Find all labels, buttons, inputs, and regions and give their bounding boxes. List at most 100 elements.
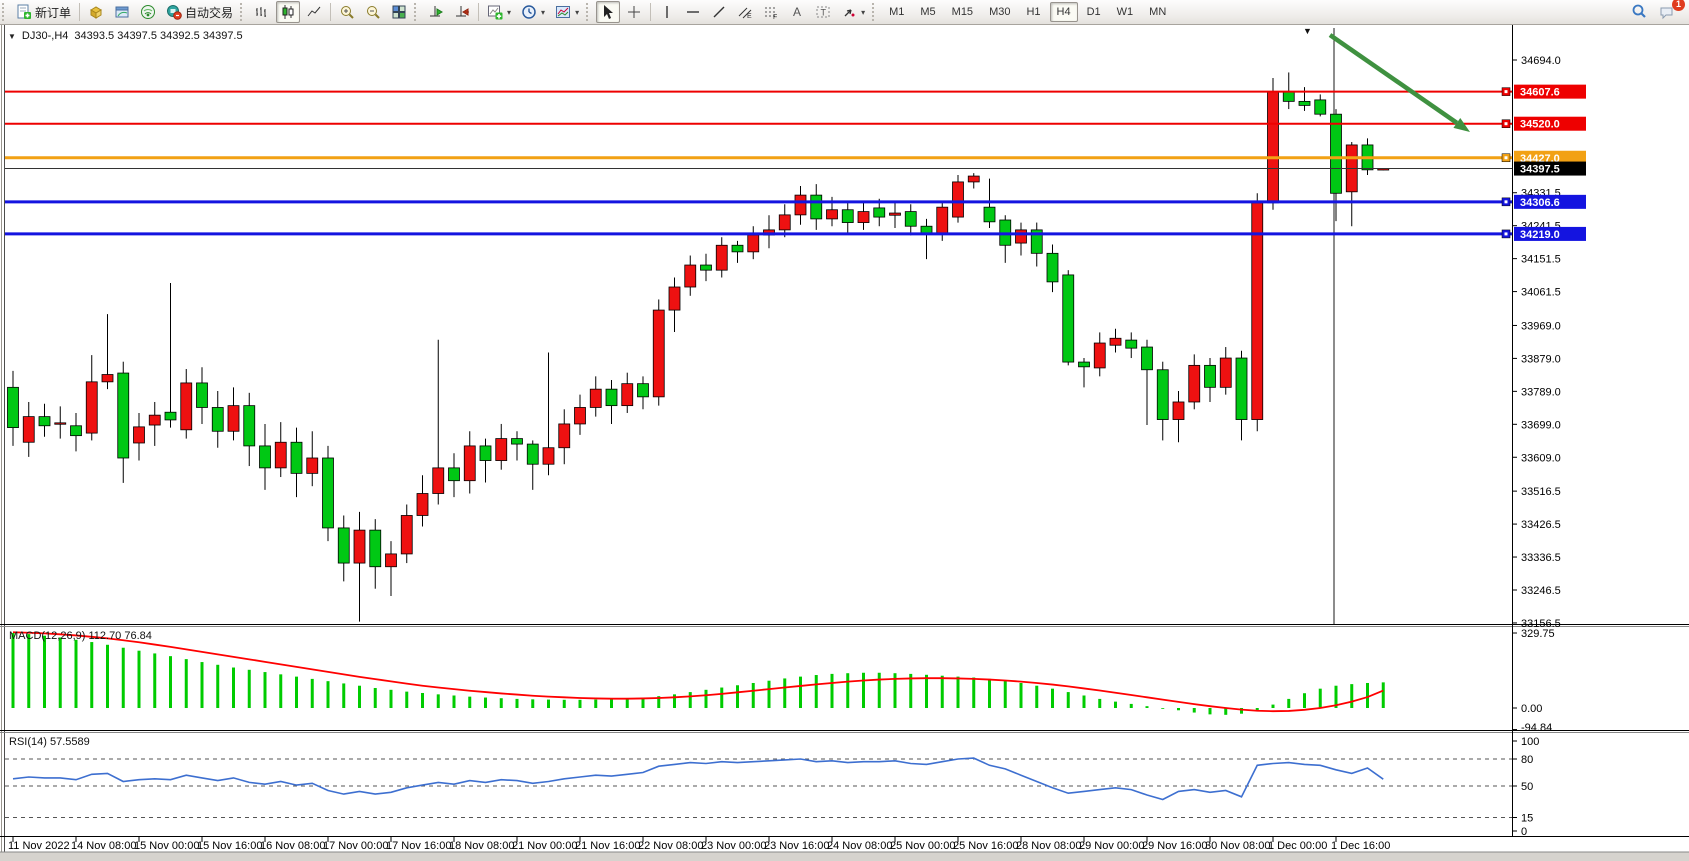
macd-bar — [1255, 708, 1259, 711]
timeframe-M30[interactable]: M30 — [989, 6, 1011, 18]
horizontal-line-tool-button[interactable] — [681, 1, 705, 23]
chart-title: ▼ DJ30-,H4 34393.5 34397.5 34392.5 34397… — [8, 30, 243, 42]
clock-icon — [522, 5, 536, 19]
cursor-tool-button[interactable] — [596, 1, 621, 23]
timeframe-group: M1 M5 M15 M30 H1 H4 D1 W1 MN — [881, 2, 1174, 22]
period-selector-button[interactable]: ▾ — [517, 1, 549, 23]
macd-bar — [405, 691, 409, 708]
timeframe-H1[interactable]: H1 — [1026, 6, 1041, 18]
price-axis-tick-label: 33609.0 — [1521, 452, 1561, 464]
candle — [605, 388, 618, 407]
price-level-handle-dot — [1504, 232, 1508, 236]
market-watch-button[interactable] — [84, 1, 108, 23]
candle — [1188, 364, 1201, 403]
chart-collapse-icon[interactable]: ▼ — [8, 31, 16, 41]
notifications-button[interactable]: 1 — [1654, 0, 1685, 23]
macd-bar — [972, 677, 976, 708]
notification-badge: 1 — [1672, 0, 1685, 11]
candle — [952, 181, 964, 218]
timeframe-M15[interactable]: M15 — [951, 6, 974, 18]
auto-trading-button[interactable]: 自动交易 — [162, 1, 237, 23]
time-axis-label: 25 Nov 00:00 — [890, 840, 955, 852]
scroll-to-end-icon[interactable]: ▼ — [1303, 26, 1312, 36]
crosshair-tool-button[interactable] — [622, 1, 646, 23]
zoom-in-button[interactable] — [335, 1, 359, 23]
macd-bar — [1177, 708, 1180, 711]
channel-tool-button[interactable]: E — [733, 1, 757, 23]
macd-bar — [326, 681, 330, 708]
macd-bar — [1035, 685, 1039, 708]
macd-bar — [704, 689, 708, 708]
candle — [243, 405, 256, 447]
time-axis-label: 15 Nov 00:00 — [134, 840, 199, 852]
macd-bar — [452, 695, 456, 708]
candle — [1015, 229, 1027, 244]
time-axis-label: 28 Nov 08:00 — [1016, 840, 1081, 852]
candlestick-mode-button[interactable] — [276, 1, 301, 23]
candle — [1204, 364, 1216, 388]
macd-bar — [799, 676, 802, 708]
arrows-tool-button[interactable]: ▾ — [837, 1, 869, 23]
fibonacci-tool-button[interactable]: F — [759, 1, 783, 23]
template-button[interactable]: ▾ — [551, 1, 583, 23]
price-level-badge — [1514, 150, 1586, 165]
candle — [290, 441, 303, 474]
time-axis-label: 1 Dec 00:00 — [1268, 840, 1327, 852]
text-label-tool-button[interactable]: T — [811, 1, 835, 23]
macd-bar — [720, 687, 724, 708]
timeframe-MN[interactable]: MN — [1149, 6, 1167, 18]
candle — [1093, 342, 1106, 369]
data-window-button[interactable] — [110, 1, 134, 23]
timeframe-D1[interactable]: D1 — [1086, 6, 1101, 18]
macd-bar — [263, 672, 267, 708]
auto-scroll-button[interactable] — [424, 1, 448, 23]
candle — [400, 515, 413, 555]
macd-bar — [736, 685, 739, 708]
new-order-button[interactable]: 新订单 — [12, 1, 75, 23]
candle — [1030, 229, 1043, 254]
macd-bar — [200, 662, 204, 708]
toolbar-grip[interactable] — [2, 3, 9, 21]
search-button[interactable] — [1626, 1, 1652, 23]
macd-bar — [641, 697, 645, 708]
timeframe-M1[interactable]: M1 — [889, 6, 905, 18]
tile-windows-button[interactable] — [387, 1, 411, 23]
trendline-tool-button[interactable] — [707, 1, 731, 23]
timeframe-H4[interactable]: H4 — [1049, 2, 1078, 22]
candle — [353, 529, 366, 564]
macd-bar — [247, 669, 251, 708]
price-level-badge-text: 34306.6 — [1520, 197, 1560, 209]
trend-arrow-line[interactable] — [1328, 33, 1459, 125]
price-axis-tick-label: 33246.5 — [1521, 585, 1561, 597]
strategy-tester-button[interactable] — [136, 1, 160, 23]
bar-chart-mode-button[interactable] — [250, 1, 274, 23]
signal-icon — [141, 5, 156, 19]
macd-bar — [1350, 684, 1354, 708]
zoom-out-button[interactable] — [361, 1, 385, 23]
price-axis-tick-label: 33969.0 — [1521, 320, 1561, 332]
svg-text:E: E — [747, 13, 752, 20]
macd-bar — [1098, 698, 1102, 708]
macd-bar — [1192, 708, 1196, 713]
candle — [1314, 99, 1327, 115]
trend-arrow-head[interactable] — [1453, 117, 1470, 132]
cursor-icon — [604, 5, 614, 19]
price-axis-tick-label: 33699.0 — [1521, 419, 1561, 431]
time-axis-label: 21 Nov 00:00 — [512, 840, 577, 852]
candle — [479, 445, 492, 461]
line-chart-mode-button[interactable] — [302, 1, 326, 23]
add-indicator-button[interactable]: ▾ — [483, 1, 515, 23]
macd-bar — [1224, 708, 1228, 715]
macd-bar — [1366, 682, 1369, 708]
timeframe-M5[interactable]: M5 — [920, 6, 936, 18]
price-level-handle-dot — [1504, 90, 1508, 94]
candle — [715, 244, 728, 271]
timeframe-W1[interactable]: W1 — [1116, 6, 1134, 18]
macd-bar — [1240, 708, 1243, 714]
text-tool-button[interactable]: A — [785, 1, 809, 23]
candle — [1235, 357, 1248, 420]
vertical-line-tool-button[interactable] — [655, 1, 679, 23]
chart-shift-button[interactable] — [450, 1, 474, 23]
time-axis-label: 17 Nov 00:00 — [323, 840, 388, 852]
